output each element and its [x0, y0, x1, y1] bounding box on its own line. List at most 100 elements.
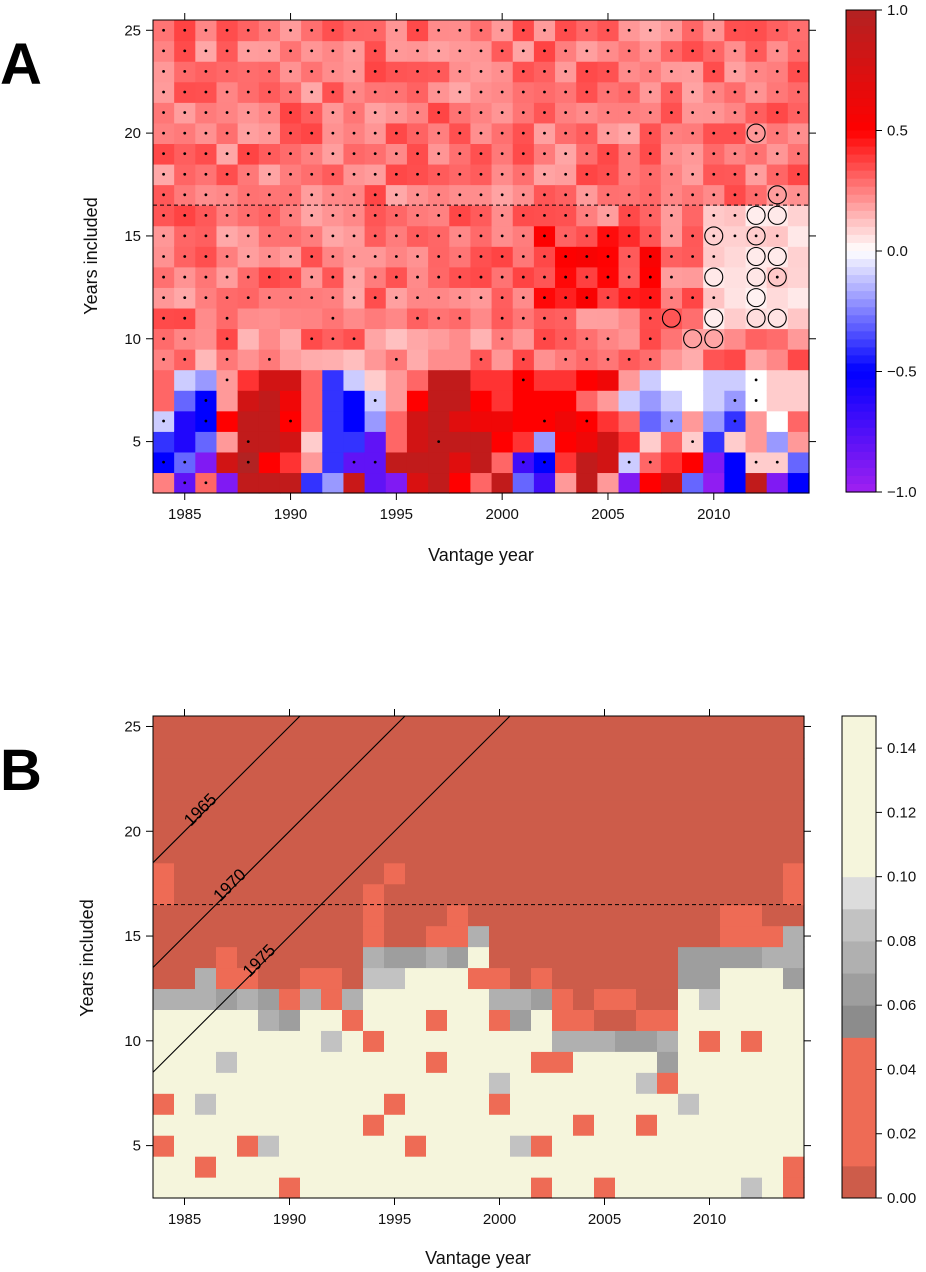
heatmap-cell — [195, 716, 217, 738]
heatmap-cell — [552, 862, 574, 885]
significance-dot — [606, 234, 610, 238]
heatmap-cell — [258, 716, 280, 738]
heatmap-cell — [594, 925, 616, 948]
colorbar-segment — [846, 475, 876, 485]
heatmap-cell — [724, 451, 747, 474]
heatmap-cell — [426, 925, 448, 948]
open-circle — [704, 226, 724, 246]
heatmap-cell — [636, 1030, 658, 1052]
heatmap-cell — [787, 451, 810, 474]
significance-dot — [310, 172, 314, 176]
open-circle — [746, 308, 766, 328]
heatmap-cell — [174, 410, 196, 432]
significance-dot — [797, 172, 800, 176]
significance-dot — [564, 90, 568, 94]
heatmap-cell — [762, 1156, 784, 1178]
significance-dot — [352, 152, 356, 156]
heatmap-cell — [447, 736, 469, 759]
heatmap-cell — [762, 967, 784, 990]
significance-dot — [267, 90, 271, 94]
colorbar-segment — [846, 395, 876, 405]
significance-dot — [754, 49, 758, 53]
heatmap-cell — [470, 431, 493, 453]
significance-dot — [289, 172, 292, 176]
significance-dot — [225, 357, 229, 361]
heatmap-cell — [447, 1135, 469, 1157]
significance-dot — [458, 49, 462, 53]
heatmap-cell — [237, 778, 259, 801]
significance-dot — [310, 234, 314, 238]
heatmap-cell — [720, 988, 742, 1010]
significance-dot — [606, 193, 610, 197]
significance-dot — [775, 70, 779, 73]
heatmap-cell — [385, 328, 408, 350]
significance-dot — [564, 49, 568, 53]
heatmap-cell — [787, 472, 810, 494]
significance-dot — [712, 70, 716, 73]
significance-dot — [458, 316, 462, 320]
x-tick-label: 1985 — [168, 506, 201, 523]
heatmap-cell — [573, 1072, 595, 1094]
significance-dot — [204, 111, 208, 114]
heatmap-cell — [342, 946, 364, 969]
heatmap-cell — [426, 904, 448, 927]
heatmap-cell — [258, 328, 281, 350]
significance-dot — [267, 213, 271, 217]
heatmap-cell — [783, 1177, 805, 1199]
heatmap-cell — [699, 799, 721, 822]
heatmap-cell — [555, 369, 577, 391]
significance-dot — [183, 234, 187, 238]
colorbar-tick-label: 0.06 — [887, 997, 916, 1014]
significance-dot — [183, 316, 187, 320]
significance-dot — [479, 275, 483, 279]
heatmap-cell — [510, 904, 532, 927]
heatmap-cell — [682, 328, 704, 350]
heatmap-cell — [258, 1156, 280, 1178]
heatmap-cell — [594, 716, 616, 738]
y-tick-label: 25 — [124, 718, 141, 735]
heatmap-cell — [468, 862, 490, 885]
significance-dot — [627, 70, 631, 73]
heatmap-cell — [237, 1009, 259, 1031]
heatmap-cell — [279, 778, 301, 801]
heatmap-cell — [195, 431, 218, 453]
significance-dot — [331, 255, 335, 258]
heatmap-cell — [153, 904, 175, 927]
significance-dot — [797, 70, 800, 73]
heatmap-cell — [300, 716, 322, 738]
significance-dot — [331, 90, 335, 94]
significance-dot — [627, 111, 631, 114]
significance-dot — [648, 131, 652, 135]
significance-dot — [585, 275, 589, 279]
heatmap-cell — [636, 904, 658, 927]
heatmap-cell — [447, 1093, 469, 1115]
heatmap-cell — [426, 1177, 448, 1199]
significance-dot — [479, 172, 483, 176]
heatmap-cell — [321, 736, 343, 759]
open-circle — [746, 267, 766, 287]
heatmap-cell — [657, 820, 679, 843]
significance-dot — [754, 28, 758, 32]
significance-dot — [267, 28, 271, 32]
colorbar-segment — [846, 315, 876, 324]
significance-dot — [183, 296, 187, 300]
significance-dot — [712, 234, 716, 238]
panel-b-plot-frame — [152, 715, 805, 1199]
heatmap-cell — [153, 925, 175, 948]
significance-dot — [246, 213, 250, 217]
heatmap-cell — [428, 472, 450, 494]
heatmap-cell — [153, 820, 175, 843]
heatmap-cell — [449, 390, 472, 412]
colorbar-tick-label: 0.12 — [887, 804, 916, 821]
heatmap-cell — [745, 328, 768, 350]
heatmap-cell — [216, 736, 238, 759]
heatmap-cell — [279, 369, 302, 391]
heatmap-cell — [279, 1135, 301, 1157]
heatmap-cell — [531, 1009, 553, 1031]
significance-dot — [204, 172, 208, 176]
heatmap-cell — [678, 799, 700, 822]
heatmap-cell — [237, 1135, 259, 1157]
heatmap-cell — [174, 716, 196, 738]
colorbar-tick-label: −1.0 — [887, 484, 917, 501]
significance-dot — [352, 460, 356, 464]
